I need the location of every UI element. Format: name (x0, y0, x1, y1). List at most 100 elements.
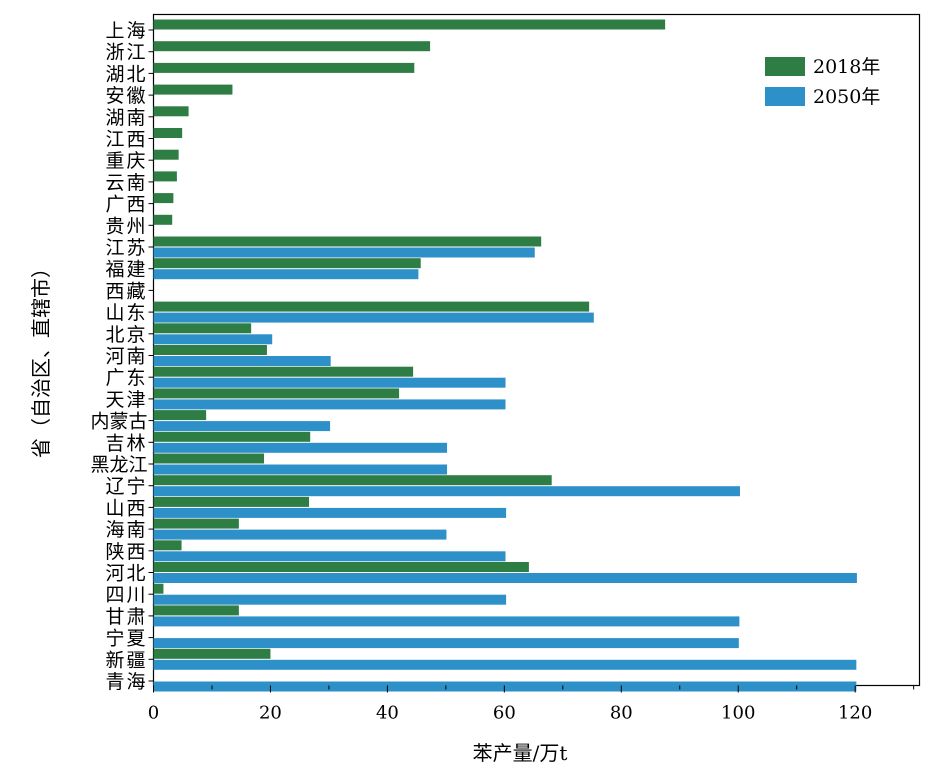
bar-2050 (153, 464, 448, 475)
bar-2018 (153, 475, 552, 486)
bar-2050 (153, 486, 740, 497)
category-label: 四川 (105, 584, 147, 606)
bar-2050 (153, 356, 331, 366)
bar-2018 (153, 214, 173, 225)
category-label: 浙江 (105, 42, 147, 64)
x-axis-ticks: 0 20 40 60 80 100 120 (148, 685, 915, 724)
bar-2050 (153, 269, 419, 280)
category-label: 广东 (105, 367, 147, 389)
category-label: 陕西 (105, 541, 147, 563)
bar-2050 (153, 421, 331, 432)
legend: 2018年 2050年 (765, 56, 880, 108)
category-label: 江西 (105, 129, 147, 151)
bar-2018 (153, 366, 414, 377)
bar-2018 (153, 345, 267, 355)
category-label: 西藏 (105, 280, 147, 302)
bar-2018 (153, 301, 590, 312)
legend-label: 2050年 (813, 86, 880, 108)
legend-label: 2018年 (813, 56, 880, 78)
bar-2050 (153, 659, 857, 670)
bar-2018 (153, 19, 666, 30)
category-labels: 上海浙江湖北安徽湖南江西重庆云南广西贵州江苏福建西藏山东北京河南广东天津内蒙古吉… (90, 20, 147, 693)
bar-2018 (153, 605, 239, 616)
category-label: 重庆 (105, 150, 147, 172)
bar-2018 (153, 562, 529, 572)
category-label: 河北 (105, 563, 147, 585)
bar-2050 (153, 681, 857, 692)
category-label: 北京 (105, 324, 147, 346)
category-label: 福建 (105, 259, 147, 281)
bar-2050 (153, 399, 506, 410)
category-label: 江苏 (105, 237, 147, 259)
y-axis-title-group: 省（自治区、直辖市） (29, 258, 53, 458)
bar-2018 (153, 236, 542, 247)
bar-2050 (153, 551, 506, 562)
x-tick-label: 60 (493, 703, 516, 724)
x-tick-label: 0 (148, 703, 159, 724)
bar-2050 (153, 529, 447, 540)
bar-2050 (153, 312, 594, 323)
category-label: 安徽 (105, 85, 147, 107)
bar-2050 (153, 247, 535, 258)
bar-2018 (153, 258, 421, 269)
category-label: 青海 (105, 671, 147, 693)
x-tick-label: 120 (838, 703, 872, 724)
bar-2050 (153, 507, 507, 518)
category-label: 吉林 (105, 432, 147, 454)
bar-2018 (153, 128, 183, 138)
bar-2018 (153, 193, 174, 204)
bar-2050 (153, 594, 507, 605)
category-label: 河南 (105, 346, 147, 368)
x-tick-label: 80 (610, 703, 633, 724)
category-label: 新疆 (105, 649, 147, 671)
category-label: 山西 (105, 497, 147, 519)
x-tick-label: 40 (376, 703, 399, 724)
bar-2018 (153, 41, 431, 52)
bar-2018 (153, 323, 252, 334)
bar-2018 (153, 496, 310, 507)
plot-frame (152, 13, 921, 687)
category-label: 云南 (105, 172, 147, 194)
legend-swatch (765, 87, 805, 106)
category-label: 湖北 (105, 63, 147, 85)
bar-2018 (153, 410, 207, 421)
bars-layer (153, 19, 857, 692)
bar-2018 (153, 106, 189, 117)
bar-2050 (153, 573, 857, 583)
bar-2050 (153, 334, 273, 345)
bar-2018 (153, 149, 179, 160)
category-label: 黑龙江 (90, 454, 147, 476)
category-label: 辽宁 (105, 476, 147, 498)
bar-2050 (153, 616, 740, 627)
bar-2018 (153, 84, 233, 95)
bar-2018 (153, 648, 271, 659)
bar-2050 (153, 377, 506, 388)
bar-2050 (153, 442, 448, 453)
category-label: 宁夏 (105, 628, 147, 650)
y-axis-title: 省（自治区、直辖市） (29, 258, 53, 458)
x-axis-title: 苯产量/万t (473, 741, 568, 765)
y-axis-ticks (148, 29, 154, 682)
bar-2018 (153, 540, 182, 551)
category-label: 广西 (105, 194, 147, 216)
x-tick-label: 100 (721, 703, 755, 724)
bar-2018 (153, 62, 415, 73)
legend-swatch (765, 57, 805, 76)
category-label: 山东 (105, 302, 147, 324)
category-label: 湖南 (105, 107, 147, 129)
bar-2018 (153, 171, 177, 182)
category-label: 贵州 (105, 215, 147, 237)
category-label: 天津 (105, 389, 147, 411)
bar-2018 (153, 431, 311, 442)
bar-2018 (153, 388, 400, 399)
bar-2050 (153, 638, 739, 649)
x-tick-label: 20 (259, 703, 282, 724)
bar-2018 (153, 583, 164, 594)
category-label: 上海 (105, 20, 147, 42)
category-label: 甘肃 (105, 606, 147, 628)
bar-2018 (153, 518, 239, 529)
category-label: 海南 (105, 519, 147, 541)
bar-2018 (153, 453, 265, 464)
category-label: 内蒙古 (90, 411, 147, 433)
